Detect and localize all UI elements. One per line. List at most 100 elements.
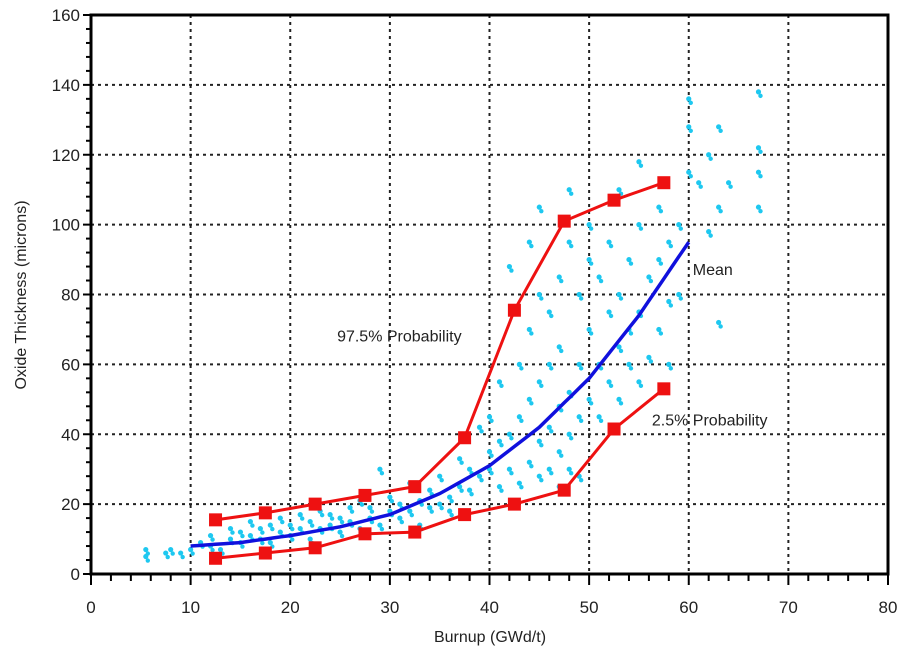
scatter-point <box>447 494 453 500</box>
scatter-point <box>606 379 612 385</box>
probability-marker <box>209 551 223 565</box>
scatter-point <box>578 296 584 301</box>
scatter-point <box>566 187 572 193</box>
x-tick-label: 50 <box>580 598 599 617</box>
scatter-point <box>626 256 632 263</box>
scatter-point <box>519 366 524 371</box>
scatter-point <box>250 523 255 528</box>
scatter-point <box>437 473 443 479</box>
scatter-point <box>646 354 652 360</box>
scatter-point <box>516 480 522 486</box>
y-tick-label: 80 <box>61 286 80 305</box>
scatter-point <box>479 429 484 434</box>
scatter-point <box>168 546 174 553</box>
scatter-point <box>399 519 405 525</box>
scatter-point <box>628 261 634 266</box>
scatter-point <box>277 515 283 521</box>
scatter-point <box>519 418 524 423</box>
x-tick-label: 10 <box>181 598 200 617</box>
scatter-point <box>496 438 503 444</box>
scatter-point <box>506 466 513 472</box>
scatter-point <box>668 366 674 371</box>
scatter-point <box>549 429 554 434</box>
scatter-point <box>227 536 234 542</box>
annotations: 97.5% Probability Mean 2.5% Probability <box>337 262 767 429</box>
scatter-point <box>718 208 723 214</box>
scatter-point <box>516 414 522 420</box>
x-tick-label: 30 <box>380 598 399 617</box>
scatter-point <box>618 401 624 406</box>
scatter-point <box>145 551 150 556</box>
scatter-point <box>290 526 295 532</box>
scatter-point <box>519 484 524 490</box>
scatter-point <box>576 361 582 367</box>
scatter-point <box>536 291 542 298</box>
scatter-point <box>509 470 514 476</box>
scatter-point <box>397 501 403 507</box>
scatter-point <box>337 515 343 521</box>
scatter-point <box>586 256 592 263</box>
scatter-point <box>486 414 493 420</box>
x-tick-label: 40 <box>480 598 499 617</box>
scatter-point <box>559 348 564 354</box>
scatter-point <box>626 361 632 367</box>
scatter-point <box>658 208 664 214</box>
probability-marker <box>308 497 322 511</box>
scatter-point <box>447 508 453 514</box>
scatter-point <box>339 519 345 525</box>
scatter-point <box>556 274 562 280</box>
scatter-point <box>598 278 604 284</box>
scatter-point <box>676 222 682 228</box>
scatter-point <box>569 470 574 476</box>
scatter-point <box>569 436 574 441</box>
y-tick-label: 160 <box>52 6 80 25</box>
scatter-point <box>489 470 494 476</box>
scatter-point <box>476 473 483 479</box>
scatter-point <box>329 516 335 521</box>
scatter-point <box>606 309 612 315</box>
scatter-point <box>648 359 654 364</box>
scatter-point <box>506 263 513 270</box>
scatter-point <box>190 551 195 556</box>
scatter-point <box>309 523 315 528</box>
y-tick-label: 120 <box>52 146 80 165</box>
scatter-point <box>708 233 713 238</box>
scatter-point <box>457 456 463 462</box>
scatter-points <box>143 89 763 563</box>
scatter-point <box>379 526 385 532</box>
scatter-point <box>606 239 612 245</box>
scatter-point <box>539 208 544 214</box>
scatter-point <box>728 184 733 189</box>
scatter-point <box>387 494 393 500</box>
scatter-point <box>628 331 634 336</box>
scatter-point <box>686 169 692 175</box>
scatter-point <box>686 124 692 130</box>
scatter-point <box>327 512 333 518</box>
scatter-point <box>536 438 542 444</box>
scatter-point <box>666 239 672 245</box>
scatter-point <box>240 544 245 549</box>
scatter-point <box>369 509 375 514</box>
scatter-point <box>509 436 514 441</box>
scatter-point <box>656 204 662 210</box>
scatter-point <box>280 519 285 525</box>
scatter-point <box>608 383 614 389</box>
scatter-point <box>466 466 473 472</box>
scatter-point <box>716 319 722 326</box>
scatter-point <box>716 204 722 210</box>
scatter-point <box>755 145 762 151</box>
scatter-point <box>267 522 273 528</box>
scatter-point <box>459 460 464 465</box>
probability-marker <box>458 431 472 445</box>
scatter-point <box>247 518 253 525</box>
scatter-point <box>588 226 594 231</box>
grid <box>91 15 888 574</box>
scatter-point <box>758 93 763 99</box>
scatter-point <box>668 303 674 308</box>
scatter-point <box>755 89 762 95</box>
probability-marker <box>408 525 422 539</box>
scatter-point <box>539 477 544 483</box>
scatter-point <box>419 502 424 507</box>
scatter-point <box>210 547 215 553</box>
